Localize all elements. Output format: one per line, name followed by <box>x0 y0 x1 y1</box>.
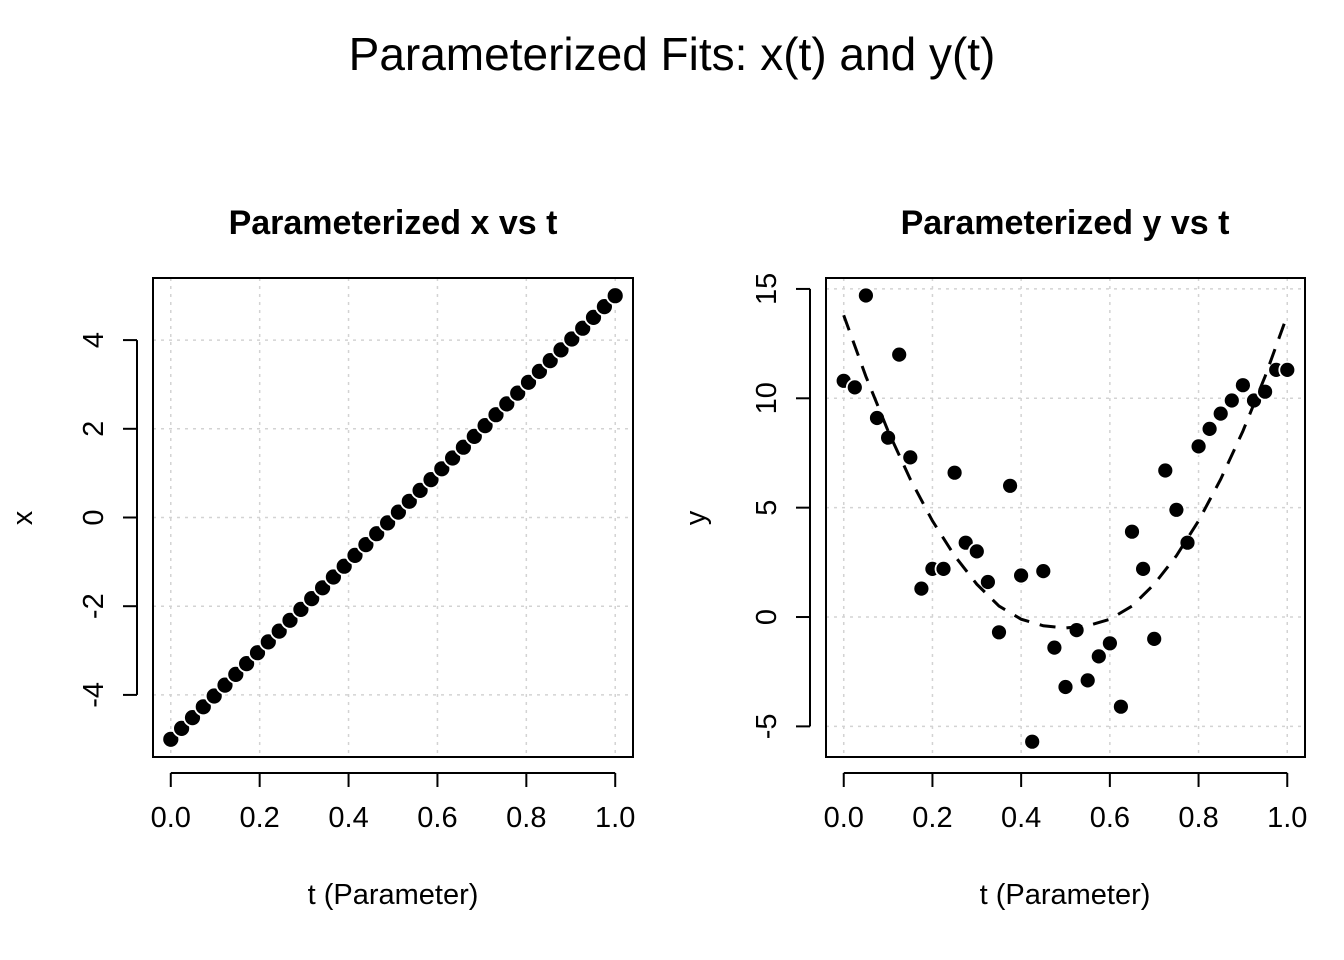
plot-frame-x <box>152 277 634 758</box>
x-tick-label-x-0: 0.0 <box>151 802 191 834</box>
x-tick-label-x-3: 0.6 <box>417 802 457 834</box>
y-tick-label-x-3: 2 <box>78 421 110 437</box>
point-x-29 <box>475 416 495 436</box>
point-y-9 <box>934 560 953 578</box>
point-y-30 <box>1167 500 1186 519</box>
panel-x-vs-t: Parameterized x vs t 0.0 0.2 0.4 0.6 0.8 1.0 -… <box>7 204 635 911</box>
y-axis-label-y: y <box>680 510 712 525</box>
point-y-5 <box>890 345 909 364</box>
x-tick-label-x-4: 0.8 <box>506 802 546 834</box>
point-y-15 <box>1001 476 1019 495</box>
y-axis-label-x: x <box>7 510 39 525</box>
panel-title-y: Parameterized y vs t <box>901 204 1230 242</box>
point-x-11 <box>280 610 300 630</box>
point-y-7 <box>912 579 931 598</box>
x-tick-label-y-4: 0.8 <box>1178 802 1218 834</box>
point-y-36 <box>1234 376 1252 395</box>
point-y-6 <box>901 448 920 467</box>
x-tick-label-y-5: 1.0 <box>1267 802 1307 834</box>
y-tick-label-x-1: -2 <box>78 593 110 619</box>
marks-y <box>834 286 1297 751</box>
x-tick-label-y-0: 0.0 <box>824 802 864 834</box>
point-y-34 <box>1211 404 1230 423</box>
point-y-21 <box>1067 621 1086 639</box>
point-y-33 <box>1200 419 1219 438</box>
point-y-14 <box>990 623 1008 642</box>
y-tick-label-y-2: 5 <box>751 500 783 516</box>
point-y-18 <box>1034 562 1053 580</box>
point-y-12 <box>967 542 986 561</box>
x-tick-label-x-2: 0.4 <box>328 802 368 834</box>
marks-x <box>161 286 625 749</box>
point-y-3 <box>868 409 886 427</box>
point-y-29 <box>1156 461 1175 480</box>
x-tick-label-y-1: 0.2 <box>912 802 952 834</box>
axes-x: 0.0 0.2 0.4 0.6 0.8 1.0 -4 -2 0 2 4 <box>78 332 635 834</box>
point-y-13 <box>979 573 997 591</box>
point-y-20 <box>1056 678 1075 696</box>
x-tick-label-x-1: 0.2 <box>240 802 280 834</box>
y-tick-label-y-0: -5 <box>751 713 783 739</box>
point-x-7 <box>237 654 257 673</box>
point-y-25 <box>1112 697 1130 716</box>
panel-y-vs-t: Parameterized y vs t 0.0 0.2 0.4 0.6 0.8 1.0 -… <box>680 204 1307 911</box>
y-tick-label-x-2: 0 <box>78 509 110 525</box>
x-tick-label-x-5: 1.0 <box>595 802 635 834</box>
point-y-40 <box>1278 360 1297 379</box>
panel-title-x: Parameterized x vs t <box>229 204 558 242</box>
point-x-41 <box>605 286 625 306</box>
x-axis-label-x: t (Parameter) <box>308 879 479 911</box>
point-y-22 <box>1078 671 1097 690</box>
x-tick-label-y-2: 0.4 <box>1001 802 1041 834</box>
x-tick-label-y-3: 0.6 <box>1090 802 1130 834</box>
y-tick-label-y-1: 0 <box>751 609 783 625</box>
fit-curve-y <box>842 314 1289 630</box>
figure-title: Parameterized Fits: x(t) and y(t) <box>349 28 996 80</box>
point-y-38 <box>1256 382 1274 401</box>
point-y-1 <box>845 378 864 397</box>
point-y-16 <box>1012 566 1030 585</box>
axes-y: 0.0 0.2 0.4 0.6 0.8 1.0 -5 0 5 10 15 <box>751 273 1307 834</box>
point-y-17 <box>1023 732 1042 751</box>
point-y-28 <box>1145 630 1164 648</box>
point-x-33 <box>519 372 538 392</box>
point-y-10 <box>945 463 964 482</box>
x-axis-label-y: t (Parameter) <box>980 879 1151 911</box>
point-y-35 <box>1222 391 1241 410</box>
point-y-24 <box>1101 634 1119 653</box>
plot-frame-y <box>825 277 1306 758</box>
point-y-23 <box>1089 647 1108 666</box>
point-y-2 <box>857 286 875 305</box>
point-y-32 <box>1189 437 1208 456</box>
y-tick-label-y-3: 10 <box>751 382 783 414</box>
y-tick-label-y-4: 15 <box>751 273 783 305</box>
y-tick-label-x-0: -4 <box>78 682 110 708</box>
point-y-26 <box>1123 522 1141 541</box>
point-y-19 <box>1045 638 1064 657</box>
y-tick-label-x-4: 4 <box>78 332 110 348</box>
point-y-27 <box>1134 560 1152 578</box>
